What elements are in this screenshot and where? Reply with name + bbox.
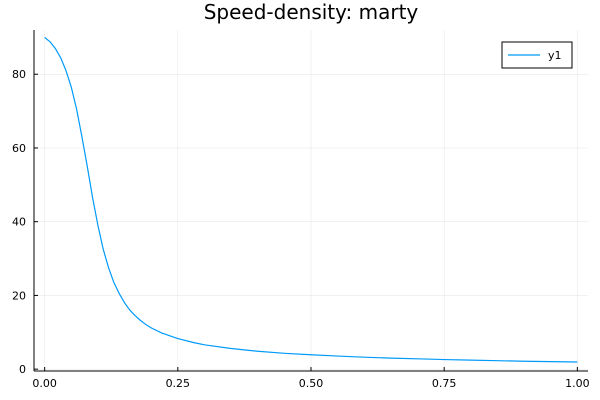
x-tick-label: 0.75 (432, 377, 457, 390)
chart-title: Speed-density: marty (204, 0, 419, 24)
series-line-y1 (44, 36, 578, 363)
legend-label: y1 (548, 49, 562, 62)
y-tick-label: 80 (12, 68, 26, 81)
y-tick-label: 60 (12, 142, 26, 155)
legend: y1 (501, 41, 573, 69)
y-tick-label: 40 (12, 216, 26, 229)
series-layer (44, 36, 578, 363)
x-tick-label: 0.00 (32, 377, 57, 390)
y-tick-label: 20 (12, 289, 26, 302)
x-tick-label: 0.50 (299, 377, 324, 390)
x-tick-label: 1.00 (565, 377, 590, 390)
y-tick-label: 0 (19, 363, 26, 376)
x-tick-label: 0.25 (166, 377, 191, 390)
grid (34, 30, 588, 371)
axes: 0.00 0.25 0.50 0.75 1.00 0 20 40 60 80 (12, 30, 590, 390)
